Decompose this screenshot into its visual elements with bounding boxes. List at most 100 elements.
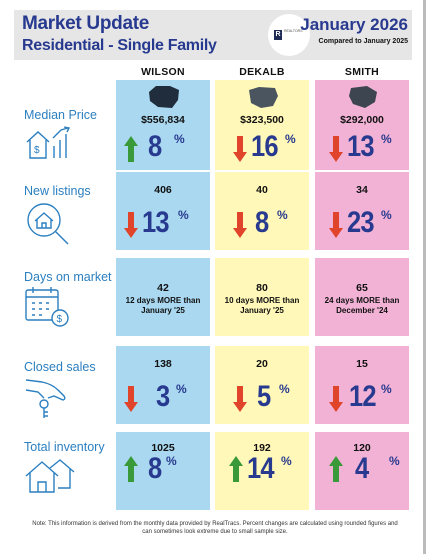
logo-text: REALTORS bbox=[284, 29, 303, 33]
smith-days-value: 65 bbox=[356, 282, 368, 294]
smith-closed-value: 15 bbox=[356, 358, 368, 370]
svg-text:$: $ bbox=[57, 314, 63, 325]
down-arrow-icon bbox=[233, 136, 247, 162]
cell-dekalb-days: 80 10 days MORE than January '25 bbox=[215, 258, 309, 336]
percent-sign: % bbox=[381, 132, 392, 146]
up-arrow-icon bbox=[329, 456, 343, 482]
dekalb-listings-pct: 8 bbox=[255, 206, 269, 239]
down-arrow-icon bbox=[329, 212, 343, 238]
page-subtitle: Residential - Single Family bbox=[22, 37, 217, 54]
column-header-dekalb: DEKALB bbox=[239, 66, 285, 78]
row-label-new-listings: New listings bbox=[24, 184, 91, 198]
down-arrow-icon bbox=[233, 386, 247, 412]
wilson-days-value: 42 bbox=[157, 282, 169, 294]
header-banner: Market Update Residential - Single Famil… bbox=[14, 10, 412, 60]
page-edge-divider bbox=[423, 0, 426, 554]
dekalb-inventory-pct: 14 bbox=[247, 452, 275, 485]
smith-median-value: $292,000 bbox=[340, 114, 384, 126]
percent-sign: % bbox=[166, 454, 177, 468]
wilson-closed-value: 138 bbox=[154, 358, 172, 370]
cell-dekalb-inventory: 192 14 % bbox=[215, 432, 309, 510]
row-label-total-inventory: Total inventory bbox=[24, 440, 105, 454]
dekalb-closed-pct: 5 bbox=[257, 380, 271, 413]
house-search-icon bbox=[27, 203, 69, 245]
smith-listings-pct: 23 bbox=[347, 206, 375, 239]
row-label-days-on-market: Days on market bbox=[24, 270, 112, 284]
dekalb-days-note: 10 days MORE than bbox=[224, 296, 300, 305]
wilson-listings-pct: 13 bbox=[142, 206, 170, 239]
percent-sign: % bbox=[277, 208, 288, 222]
comparison-note: Compared to January 2025 bbox=[318, 38, 408, 45]
percent-sign: % bbox=[281, 454, 292, 468]
wilson-median-pct: 8 bbox=[148, 130, 162, 163]
percent-sign: % bbox=[381, 208, 392, 222]
wilson-listings-value: 406 bbox=[154, 184, 172, 196]
cell-dekalb-listings: 40 8 % bbox=[215, 172, 309, 250]
logo-letter: R bbox=[274, 30, 282, 40]
dekalb-closed-value: 20 bbox=[256, 358, 268, 370]
column-header-wilson: WILSON bbox=[141, 66, 185, 78]
wilson-closed-pct: 3 bbox=[156, 380, 170, 413]
smith-inventory-value: 120 bbox=[353, 442, 371, 454]
cell-wilson-inventory: 1025 8 % bbox=[116, 432, 210, 510]
realtors-logo: R REALTORS bbox=[268, 14, 310, 56]
smith-listings-value: 34 bbox=[356, 184, 368, 196]
smith-days-note-period: December '24 bbox=[336, 306, 388, 315]
cell-smith-closed: 15 12 % bbox=[315, 346, 409, 424]
footer-line-2: can sometimes look extreme due to small … bbox=[142, 529, 288, 535]
cell-wilson-listings: 406 13 % bbox=[116, 172, 210, 250]
cell-dekalb-closed: 20 5 % bbox=[215, 346, 309, 424]
row-label-closed-sales: Closed sales bbox=[24, 360, 96, 374]
cell-smith-inventory: 120 4 % bbox=[315, 432, 409, 510]
wilson-median-value: $556,834 bbox=[141, 114, 185, 126]
up-arrow-icon bbox=[229, 456, 243, 482]
wilson-county-map bbox=[149, 86, 179, 108]
dekalb-inventory-value: 192 bbox=[253, 442, 271, 454]
down-arrow-icon bbox=[233, 212, 247, 238]
percent-sign: % bbox=[178, 208, 189, 222]
dekalb-days-value: 80 bbox=[256, 282, 268, 294]
percent-sign: % bbox=[285, 132, 296, 146]
hand-key-icon bbox=[25, 379, 66, 418]
wilson-inventory-value: 1025 bbox=[151, 442, 175, 454]
cell-dekalb-median: $323,500 16 % bbox=[215, 80, 309, 170]
cell-wilson-median: $556,834 8 % bbox=[116, 80, 210, 170]
dekalb-listings-value: 40 bbox=[256, 184, 268, 196]
smith-days-note: 24 days MORE than bbox=[324, 296, 400, 305]
smith-county-map bbox=[349, 86, 377, 108]
percent-sign: % bbox=[176, 382, 187, 396]
cell-wilson-days: 42 12 days MORE than January '25 bbox=[116, 258, 210, 336]
down-arrow-icon bbox=[329, 386, 343, 412]
smith-median-pct: 13 bbox=[347, 130, 375, 163]
svg-text:$: $ bbox=[34, 145, 40, 156]
down-arrow-icon bbox=[329, 136, 343, 162]
page-title: Market Update bbox=[22, 13, 150, 34]
cell-smith-days: 65 24 days MORE than December '24 bbox=[315, 258, 409, 336]
down-arrow-icon bbox=[124, 212, 138, 238]
report-month: January 2026 bbox=[300, 15, 408, 34]
houses-icon bbox=[25, 459, 75, 493]
percent-sign: % bbox=[389, 454, 400, 468]
footer-note: Note: This information is derived from t… bbox=[20, 520, 410, 536]
column-header-smith: SMITH bbox=[344, 66, 380, 78]
wilson-days-note-period: January '25 bbox=[141, 306, 185, 315]
cell-wilson-closed: 138 3 % bbox=[116, 346, 210, 424]
house-growth-icon: $ bbox=[26, 126, 71, 159]
smith-closed-pct: 12 bbox=[349, 380, 377, 413]
wilson-days-note: 12 days MORE than bbox=[125, 296, 201, 305]
dekalb-median-value: $323,500 bbox=[240, 114, 284, 126]
up-arrow-icon bbox=[124, 136, 138, 162]
percent-sign: % bbox=[279, 382, 290, 396]
cell-smith-median: $292,000 13 % bbox=[315, 80, 409, 170]
percent-sign: % bbox=[174, 132, 185, 146]
up-arrow-icon bbox=[124, 456, 138, 482]
dekalb-days-note-period: January '25 bbox=[240, 306, 284, 315]
down-arrow-icon bbox=[124, 386, 138, 412]
dekalb-county-map bbox=[249, 87, 278, 108]
row-label-median-price: Median Price bbox=[24, 108, 97, 122]
wilson-inventory-pct: 8 bbox=[148, 452, 162, 485]
dekalb-median-pct: 16 bbox=[251, 130, 279, 163]
cell-smith-listings: 34 23 % bbox=[315, 172, 409, 250]
percent-sign: % bbox=[381, 382, 392, 396]
